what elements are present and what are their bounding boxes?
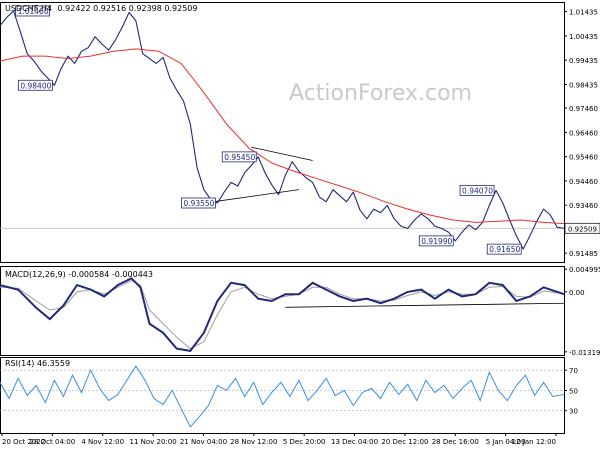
macd-y-tick-label: 0.00 [569, 289, 585, 297]
price-label-text: 1.01460 [18, 7, 49, 16]
price-label-text: 0.98400 [20, 81, 51, 90]
price-label-box [486, 243, 522, 255]
x-tick-label: 28 Dec 16:00 [432, 438, 479, 446]
x-tick-label: 5 Jan 04:00 [486, 438, 526, 446]
price-y-tick-label: 0.99435 [569, 57, 598, 65]
price-line [0, 10, 565, 250]
price-label: 0.94070 [459, 184, 495, 196]
x-tick-label: 4 Nov 12:00 [81, 438, 124, 446]
price-label: 1.01460 [15, 5, 50, 17]
macd-trendline [285, 302, 565, 308]
macd-y-tick-label: 0.004995 [569, 266, 600, 274]
rsi-y-tick-label: 70 [569, 367, 578, 375]
x-tick-label: 11 Nov 20:00 [129, 438, 176, 446]
price-y-tick-label: 0.96460 [569, 129, 598, 137]
price-y-tick-label: 0.93460 [569, 202, 598, 210]
price-y-tick-label: 0.97460 [569, 105, 598, 113]
price-y-tick-label: 1.01435 [569, 9, 598, 17]
rsi-y-tick-label: 30 [569, 408, 578, 416]
price-label-box [15, 5, 50, 17]
price-label-box [459, 184, 495, 196]
current-price-box [564, 222, 600, 234]
current-price-label: 0.92509 [568, 225, 597, 233]
moving-average-line [0, 48, 565, 225]
price-label: 0.91990 [418, 235, 454, 247]
symbol-label: USDCHF,H4 [5, 4, 52, 13]
price-label: 0.95450 [221, 151, 257, 163]
x-tick-label: 5 Dec 20:00 [283, 438, 326, 446]
price-label-text: 0.91990 [421, 237, 452, 246]
price-y-tick-label: 0.94460 [569, 178, 598, 186]
price-label-box [181, 197, 216, 209]
price-label-text: 0.91650 [489, 245, 520, 254]
x-tick-label: 28 Nov 12:00 [230, 438, 277, 446]
macd-y-tick-label: -0.013193 [569, 349, 600, 357]
chart-title: USDCHF,H4 0.92422 0.92516 0.92398 0.9250… [5, 4, 197, 13]
price-y-tick-label: 0.98435 [569, 81, 598, 89]
macd-title: MACD(12,26,9) -0.000584 -0.000443 [5, 270, 153, 279]
x-tick-label: 12 Jan 12:00 [512, 438, 556, 446]
price-label: 0.98400 [17, 79, 53, 91]
price-trendline [251, 146, 313, 161]
price-y-tick-label: 0.95460 [569, 154, 598, 162]
price-y-tick-label: 1.00435 [569, 33, 598, 41]
x-tick-label: 20 Oct 2022 [2, 438, 45, 446]
watermark: ActionForex.com [289, 81, 472, 106]
rsi-y-tick-label: 50 [569, 387, 578, 395]
macd-line [0, 277, 565, 352]
price-label-box [17, 79, 53, 91]
pane-frame-3 [0, 357, 565, 434]
pane-frame-2 [0, 266, 565, 356]
price-label: 0.91650 [486, 243, 522, 255]
x-tick-label: 28 Oct 04:00 [30, 438, 76, 446]
x-tick-label: 20 Dec 12:00 [381, 438, 428, 446]
price-y-tick-label: 0.91485 [569, 250, 598, 258]
price-label-text: 0.95450 [224, 153, 255, 162]
ohlc-values: 0.92422 0.92516 0.92398 0.92509 [58, 4, 198, 13]
x-tick-label: 13 Dec 04:00 [331, 438, 378, 446]
rsi-title: RSI(14) 46.3559 [5, 359, 70, 368]
x-tick-label: 21 Nov 04:00 [180, 438, 227, 446]
price-label: 0.93550 [181, 197, 216, 209]
pane-frame-1 [0, 2, 565, 263]
price-label-box [221, 151, 257, 163]
rsi-line [0, 365, 565, 428]
price-label-text: 0.94070 [462, 186, 493, 195]
price-label-box [418, 235, 454, 247]
price-trendline [212, 189, 300, 203]
price-label-text: 0.93550 [183, 199, 214, 208]
